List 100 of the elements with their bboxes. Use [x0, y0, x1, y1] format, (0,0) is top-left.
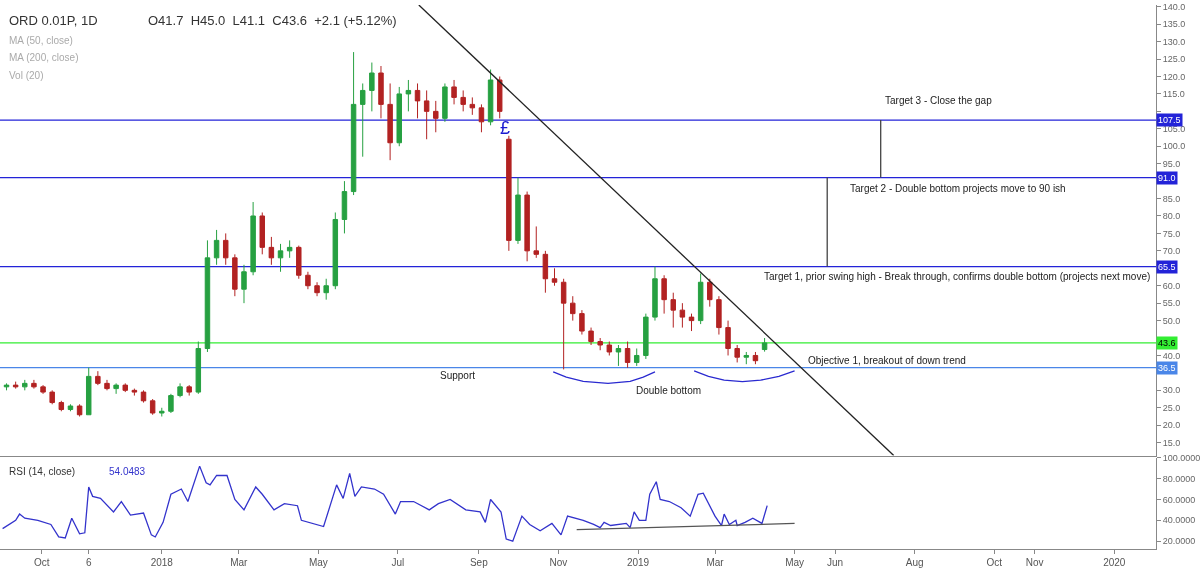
text: RSI (14, close)	[9, 466, 76, 477]
candlestick	[707, 278, 713, 308]
x-tick-label: Mar	[230, 557, 249, 568]
candlestick	[140, 389, 147, 404]
candlestick	[679, 302, 686, 329]
candlestick	[725, 320, 731, 356]
y-tick-label: 100.0000	[1162, 452, 1200, 463]
candlestick	[661, 274, 667, 315]
candlestick	[752, 351, 759, 365]
candlestick	[131, 388, 138, 397]
ref-line-label: 36.5	[1158, 363, 1176, 373]
x-tick-label: Oct	[986, 557, 1003, 568]
candlestick	[734, 344, 740, 363]
candlestick	[250, 201, 256, 276]
candlestick	[241, 264, 247, 304]
candlestick	[31, 379, 37, 390]
y-tick-label: 120.0	[1162, 71, 1186, 82]
candlestick	[76, 403, 83, 417]
candlestick	[487, 69, 494, 126]
y-tick-label: 125.0	[1162, 54, 1186, 65]
candlestick	[305, 271, 311, 290]
candlestick	[515, 177, 521, 245]
candlestick	[560, 278, 567, 370]
line-series	[693, 370, 796, 383]
candlestick	[396, 86, 402, 147]
candlestick	[104, 379, 110, 391]
x-tick-label: Jul	[391, 557, 405, 568]
candlestick	[341, 180, 348, 234]
candlestick	[414, 82, 421, 119]
candlestick	[743, 351, 750, 365]
y-tick-label: 30.0	[1162, 385, 1181, 396]
annotation: Vol (20)	[9, 70, 44, 81]
annotation: Double bottom	[636, 385, 702, 396]
candlestick	[570, 295, 576, 322]
y-tick-label: 85.0	[1162, 193, 1181, 204]
candlestick	[259, 211, 265, 255]
candlestick	[542, 250, 549, 294]
x-tick-label: Jun	[826, 557, 844, 568]
y-tick-label: 40.0	[1162, 350, 1181, 361]
candlestick	[496, 75, 503, 119]
candlestick	[159, 407, 165, 417]
candlestick	[551, 267, 558, 287]
candlestick	[149, 398, 156, 416]
y-tick-label: 80.0	[1162, 211, 1181, 222]
candlestick	[286, 239, 293, 259]
candlestick	[761, 337, 768, 353]
candlestick	[506, 135, 512, 252]
y-tick-label: 95.0	[1162, 158, 1181, 169]
ref-line-label: 65.5	[1158, 262, 1176, 272]
text: O41.7 H45.0 L41.1 C43.6 +2.1 (+5.12%)	[148, 13, 397, 28]
candlestick	[168, 393, 174, 414]
candlestick	[3, 382, 10, 391]
candlestick	[442, 82, 448, 123]
candlestick	[688, 313, 695, 332]
candlestick	[177, 382, 183, 398]
y-tick-label: 60.0000	[1162, 494, 1196, 505]
candlestick	[268, 236, 275, 266]
annotation: £	[500, 118, 511, 138]
candlestick	[359, 82, 366, 158]
candlestick	[423, 89, 430, 140]
y-tick-label: 100.0	[1162, 141, 1186, 152]
candlestick	[122, 382, 128, 393]
y-tick-label: 70.0	[1162, 246, 1181, 256]
x-tick-label: Oct	[33, 557, 50, 568]
annotation: Target 3 - Close the gap	[885, 95, 993, 106]
candlestick	[350, 51, 357, 196]
annotation: 54.0483	[109, 466, 146, 477]
candlestick	[369, 62, 375, 112]
candlestick	[524, 191, 530, 262]
candlestick	[12, 381, 19, 390]
candlestick	[460, 89, 466, 112]
candlestick	[58, 400, 65, 412]
y-tick-label: 25.0	[1162, 402, 1181, 413]
line-series	[552, 371, 656, 385]
candlestick	[67, 403, 74, 412]
candlestick	[533, 225, 539, 259]
y-tick-label: 20.0	[1162, 420, 1181, 431]
candlestick	[633, 348, 640, 367]
y-tick-label: 50.0	[1162, 315, 1181, 326]
annotation: Target 2 - Double bottom projects move to 90 ish	[850, 183, 1066, 194]
candlestick	[597, 337, 603, 351]
text: ORD 0.01P, 1D	[9, 13, 98, 28]
y-tick-label: 135.0	[1162, 19, 1186, 30]
candlestick	[579, 309, 585, 336]
candlestick	[588, 327, 594, 346]
y-tick-label: 20.0000	[1162, 536, 1196, 547]
candlestick	[213, 229, 220, 266]
candlestick	[49, 389, 55, 405]
candlestick	[113, 382, 119, 395]
candlestick	[652, 266, 658, 322]
y-tick-label: 130.0	[1162, 36, 1186, 47]
candlestick	[186, 384, 192, 397]
candlestick	[378, 65, 384, 119]
ref-line-label: 43.6	[1158, 338, 1176, 348]
candlestick	[387, 82, 393, 161]
y-tick-label: 60.0	[1162, 280, 1181, 291]
candlestick	[716, 295, 722, 336]
y-tick-label: 15.0	[1162, 437, 1181, 448]
candlestick	[22, 379, 28, 391]
candlestick	[40, 384, 46, 395]
